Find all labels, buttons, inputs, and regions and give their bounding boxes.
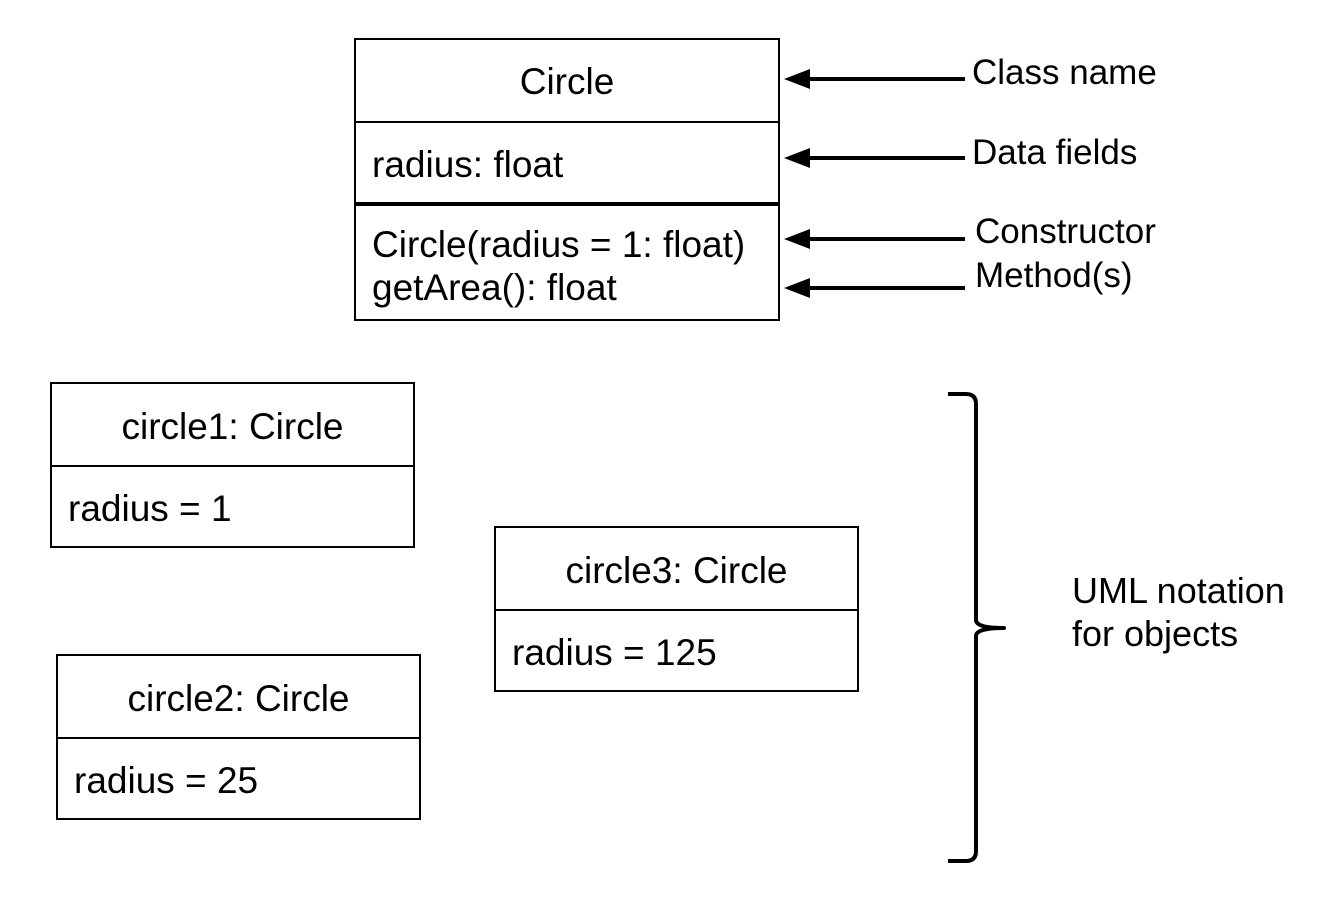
arrow-class-name xyxy=(784,69,965,89)
arrow-methods xyxy=(784,278,965,298)
class-name: Circle xyxy=(519,61,615,102)
class-constructor: Circle(radius = 1: float) xyxy=(372,224,746,265)
object-title: circle3: Circle xyxy=(565,550,788,591)
uml-note-line1: UML notation xyxy=(1072,570,1285,611)
uml-note-line2: for objects xyxy=(1072,613,1239,654)
object-title: circle2: Circle xyxy=(127,678,350,719)
label-constructor: Constructor xyxy=(975,212,1156,251)
class-divider-1 xyxy=(356,121,778,123)
class-data-field: radius: float xyxy=(372,144,564,185)
arrow-constructor xyxy=(784,229,965,249)
class-box: Circle radius: float Circle(radius = 1: … xyxy=(354,38,780,321)
arrow-data-fields xyxy=(784,148,965,168)
object-field: radius = 125 xyxy=(512,632,717,673)
object-divider xyxy=(496,609,857,611)
object-title: circle1: Circle xyxy=(121,406,344,447)
object-field: radius = 1 xyxy=(68,488,232,529)
object-field: radius = 25 xyxy=(74,760,259,801)
object-divider xyxy=(58,737,419,739)
object-divider xyxy=(52,465,413,467)
label-data-fields: Data fields xyxy=(972,133,1138,172)
object-box-circle1: circle1: Circle radius = 1 xyxy=(50,382,415,548)
object-box-circle2: circle2: Circle radius = 25 xyxy=(56,654,421,820)
class-method: getArea(): float xyxy=(372,267,617,308)
class-divider-2 xyxy=(356,202,778,206)
object-box-circle3: circle3: Circle radius = 125 xyxy=(494,526,859,692)
curly-brace xyxy=(948,392,1006,863)
label-methods: Method(s) xyxy=(975,256,1133,295)
label-class-name: Class name xyxy=(972,53,1157,92)
